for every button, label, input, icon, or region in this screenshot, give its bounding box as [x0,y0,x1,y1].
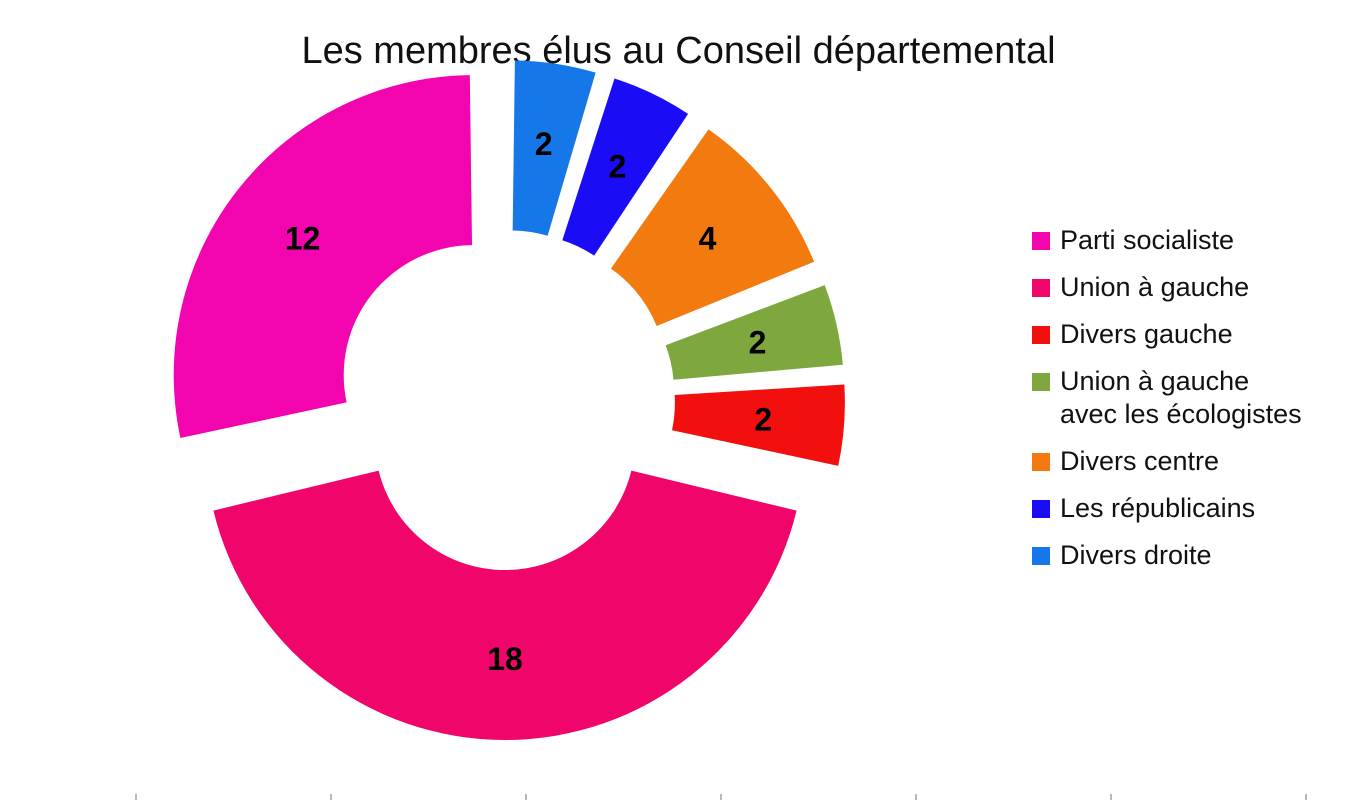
legend-label: Les républicains [1060,493,1256,523]
legend-label: Divers centre [1060,446,1220,476]
axis-tick [330,794,332,800]
legend-label: Divers gauche [1060,319,1233,349]
legend-swatch [1032,547,1050,565]
chart-title: Les membres élus au Conseil départementa… [301,30,1056,72]
slice-data-label: 2 [535,126,553,162]
slice-data-label: 2 [608,149,626,185]
slice-data-label: 4 [699,221,717,257]
donut-slice [562,78,689,256]
legend-item: Union à gauche [1032,271,1302,304]
slice-data-label: 18 [487,641,523,677]
slice-data-label: 2 [749,324,767,360]
legend-swatch [1032,373,1050,391]
legend-label: Divers droite [1060,540,1212,570]
legend-swatch [1032,453,1050,471]
legend: Parti socialiste Union à gauche Divers gau… [1032,224,1302,586]
legend-item: Divers gauche [1032,318,1302,351]
legend-swatch [1032,279,1050,297]
legend-item: Les républicains [1032,492,1302,525]
legend-item: Union à gauche avec les écologistes [1032,365,1302,431]
legend-item: Divers droite [1032,539,1302,572]
legend-swatch [1032,232,1050,250]
legend-label: Parti socialiste [1060,225,1235,255]
donut-slice [213,470,797,740]
axis-tick [915,794,917,800]
axis-tick [525,794,527,800]
slice-data-label: 12 [285,221,321,257]
donut-slice [665,285,843,380]
axis-tick [135,794,137,800]
legend-swatch [1032,326,1050,344]
donut-slice [512,60,596,236]
legend-label: Union à gauche avec les écologistes [1060,366,1302,429]
slice-data-label: 2 [754,401,772,437]
donut-slice [610,129,815,326]
donut-slice [173,75,473,438]
legend-item: Divers centre [1032,445,1302,478]
legend-item: Parti socialiste [1032,224,1302,257]
axis-tick [1305,794,1307,800]
donut-slice [671,384,845,466]
axis-tick [1110,794,1112,800]
legend-label: Union à gauche [1060,272,1250,302]
axis-tick [720,794,722,800]
legend-swatch [1032,500,1050,518]
